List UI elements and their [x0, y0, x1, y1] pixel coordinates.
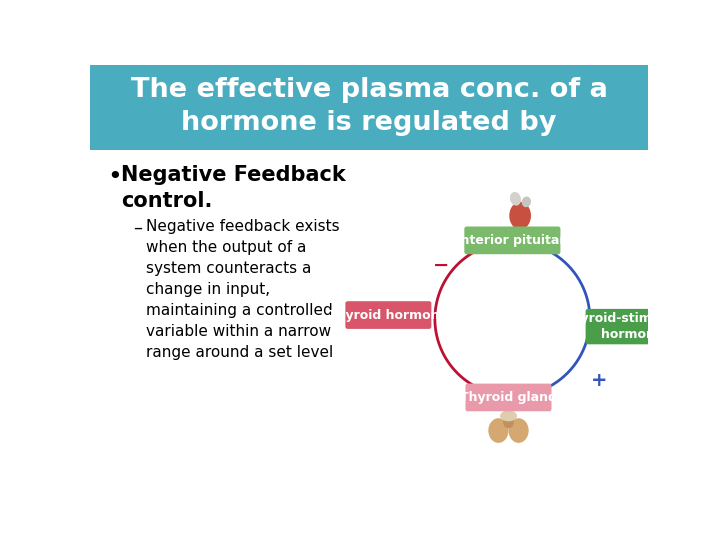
Ellipse shape — [503, 416, 514, 428]
Text: Thyroid hormone: Thyroid hormone — [328, 308, 449, 321]
Text: hormone is regulated by: hormone is regulated by — [181, 110, 557, 136]
Text: The effective plasma conc. of a: The effective plasma conc. of a — [130, 77, 608, 103]
Text: Thyroid gland: Thyroid gland — [460, 391, 557, 404]
Text: •: • — [107, 165, 122, 189]
Text: Negative feedback exists
when the output of a
system counteracts a
change in inp: Negative feedback exists when the output… — [145, 219, 339, 360]
FancyBboxPatch shape — [90, 65, 648, 150]
Ellipse shape — [500, 410, 517, 421]
Text: Anterior pituitary: Anterior pituitary — [451, 234, 574, 247]
Ellipse shape — [488, 418, 508, 443]
Text: Thyroid-stimulating
hormone: Thyroid-stimulating hormone — [564, 312, 701, 341]
Text: Negative Feedback
control.: Negative Feedback control. — [121, 165, 346, 211]
Ellipse shape — [508, 418, 528, 443]
FancyBboxPatch shape — [585, 309, 680, 345]
Text: +: + — [591, 371, 608, 390]
Text: –: – — [132, 219, 142, 237]
FancyBboxPatch shape — [466, 383, 552, 411]
Ellipse shape — [522, 197, 531, 207]
FancyBboxPatch shape — [464, 226, 560, 254]
Ellipse shape — [510, 192, 521, 206]
Ellipse shape — [509, 202, 531, 230]
Text: −: − — [433, 255, 449, 274]
FancyBboxPatch shape — [346, 301, 431, 329]
